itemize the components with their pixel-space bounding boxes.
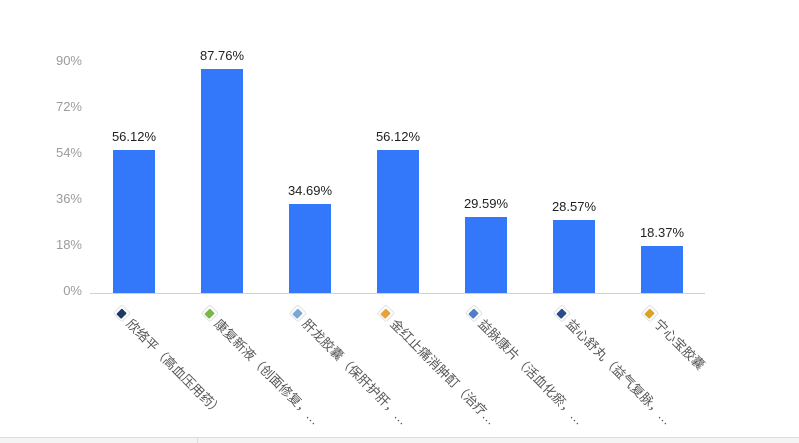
y-axis-tick-label: 72% <box>55 99 82 114</box>
bar-value-label: 28.57% <box>551 199 597 214</box>
table-column-divider <box>197 438 198 443</box>
x-axis-line <box>90 293 705 294</box>
thumbnail-glyph <box>468 308 480 319</box>
bar-7[interactable] <box>641 246 683 293</box>
bar-value-label: 56.12% <box>375 129 421 144</box>
bar-value-label: 87.76% <box>199 48 245 63</box>
bar-value-label: 29.59% <box>463 196 509 211</box>
bar-5[interactable] <box>465 217 507 293</box>
bar-4[interactable] <box>377 150 419 293</box>
bar-3[interactable] <box>289 204 331 293</box>
bar-value-label: 18.37% <box>639 225 685 240</box>
thumbnail-glyph <box>292 308 304 319</box>
thumbnail-glyph <box>644 308 656 319</box>
y-axis-tick-label: 36% <box>55 191 82 206</box>
category-label-text: 宁心宝胶囊 <box>651 316 708 373</box>
thumbnail-glyph <box>556 308 568 319</box>
bar-6[interactable] <box>553 220 595 293</box>
bar-value-label: 56.12% <box>111 129 157 144</box>
bar-value-label: 34.69% <box>287 183 333 198</box>
y-axis-tick-label: 90% <box>55 53 82 68</box>
y-axis-tick-label: 54% <box>55 145 82 160</box>
bottom-panel-edge <box>0 437 799 443</box>
y-axis-tick-label: 18% <box>55 237 82 252</box>
x-axis-category-label[interactable]: 宁心宝胶囊 <box>639 302 710 373</box>
thumbnail-glyph <box>204 308 216 319</box>
thumbnail-glyph <box>380 308 392 319</box>
bar-1[interactable] <box>113 150 155 293</box>
bar-2[interactable] <box>201 69 243 293</box>
thumbnail-glyph <box>116 308 128 319</box>
y-axis-tick-label: 0% <box>63 283 82 298</box>
